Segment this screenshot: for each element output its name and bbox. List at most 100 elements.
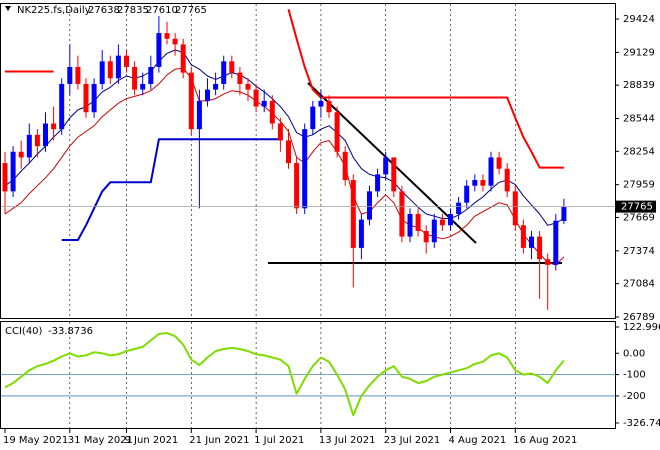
- candle-body: [188, 72, 194, 130]
- header-icon: [5, 6, 11, 11]
- candle-body: [553, 220, 559, 265]
- price-tag-label: 27765: [621, 202, 653, 213]
- x-tick-label: 9 Jun 2021: [125, 435, 179, 446]
- candle-body: [358, 219, 364, 248]
- main-panel: [0, 3, 616, 319]
- candle-body: [504, 168, 510, 192]
- high-value: 27835: [117, 5, 149, 16]
- candle-body: [277, 123, 283, 141]
- x-tick-label: 4 Aug 2021: [449, 435, 507, 446]
- close-value: 27765: [175, 5, 207, 16]
- candle-body: [512, 191, 518, 226]
- candle-body: [229, 61, 235, 73]
- indicator-line: [5, 9, 564, 169]
- candle-body: [164, 33, 170, 39]
- candle-body: [91, 83, 97, 113]
- candle-body: [375, 174, 381, 192]
- candle-body: [51, 123, 57, 130]
- candle-body: [67, 66, 73, 84]
- candle-body: [75, 66, 81, 84]
- candle-body: [205, 89, 210, 101]
- x-tick-label: 1 Jul 2021: [254, 435, 304, 446]
- candle-body: [148, 66, 154, 84]
- x-tick-label: 21 Jun 2021: [189, 435, 249, 446]
- candle-body: [439, 219, 445, 226]
- candle-body: [302, 129, 308, 209]
- y-tick-label: 29424: [623, 14, 655, 25]
- x-tick-label: 19 May 2021: [3, 435, 68, 446]
- y-tick-label: 26789: [623, 312, 655, 323]
- x-tick-label: 16 Aug 2021: [513, 435, 577, 446]
- candle-body: [545, 259, 551, 265]
- candle-body: [261, 100, 267, 107]
- candle-body: [245, 83, 251, 90]
- candle-body: [383, 157, 389, 175]
- candle-body: [318, 100, 324, 107]
- candle-body: [18, 151, 24, 158]
- price-tag: [616, 200, 656, 213]
- candle-body: [391, 157, 397, 192]
- candle-body: [310, 106, 316, 130]
- candle-body: [213, 83, 219, 90]
- cci-title: CCI(40): [5, 326, 43, 337]
- y-tick-label: 29129: [623, 47, 655, 58]
- candle-body: [59, 83, 65, 130]
- chart-title: NK225.fs,Daily: [17, 5, 91, 16]
- candle-body: [407, 213, 413, 237]
- candle-body: [196, 100, 202, 130]
- candle-body: [253, 89, 259, 107]
- candle-body: [464, 185, 470, 203]
- cci-value: -33.8736: [48, 326, 93, 337]
- cci-limit-label: 122.9967: [623, 322, 660, 333]
- candle-body: [423, 230, 429, 243]
- x-tick-label: 13 Jul 2021: [319, 435, 376, 446]
- candle-body: [124, 55, 129, 67]
- cci-tick-label: -200: [623, 391, 646, 402]
- candle-body: [496, 157, 502, 169]
- candle-body: [180, 44, 186, 73]
- candle-body: [472, 180, 478, 186]
- candle-body: [140, 83, 146, 90]
- y-tick-label: 27959: [623, 180, 655, 191]
- candle-body: [448, 213, 453, 226]
- y-tick-label: 27669: [623, 212, 655, 223]
- candle-body: [269, 100, 275, 124]
- y-tick-label: 27374: [623, 246, 655, 257]
- candle-body: [334, 112, 340, 152]
- candle-body: [431, 219, 437, 243]
- open-value: 27638: [88, 5, 120, 16]
- candle-body: [342, 151, 348, 181]
- indicator-line: [4, 49, 565, 226]
- low-value: 27610: [146, 5, 178, 16]
- candle-body: [132, 66, 138, 90]
- candle-body: [156, 33, 162, 67]
- candle-body: [10, 151, 16, 192]
- y-tick-label: 27084: [623, 279, 655, 290]
- candle-body: [26, 134, 32, 158]
- candle-body: [34, 134, 40, 147]
- candle-body: [2, 163, 8, 192]
- candle-body: [83, 83, 89, 113]
- candle-body: [367, 191, 372, 220]
- candle-body: [488, 157, 494, 186]
- candle-body: [43, 123, 48, 147]
- candle-body: [399, 191, 405, 237]
- candle-body: [480, 180, 486, 186]
- y-tick-label: 28544: [623, 114, 655, 125]
- candle-body: [286, 140, 291, 164]
- candle-body: [529, 236, 534, 248]
- candle-body: [99, 61, 105, 84]
- y-tick-label: 28254: [623, 146, 655, 157]
- candle-body: [520, 225, 526, 248]
- x-tick-label: 23 Jul 2021: [384, 435, 441, 446]
- cci-line: [4, 332, 565, 417]
- cci-tick-label: 0.00: [623, 348, 645, 359]
- candle-body: [456, 202, 462, 214]
- candle-body: [294, 163, 300, 209]
- candle-body: [561, 206, 567, 221]
- candle-body: [237, 72, 243, 84]
- candle-body: [115, 55, 121, 79]
- x-tick-label: 31 May 2021: [68, 435, 133, 446]
- candle-body: [107, 61, 113, 79]
